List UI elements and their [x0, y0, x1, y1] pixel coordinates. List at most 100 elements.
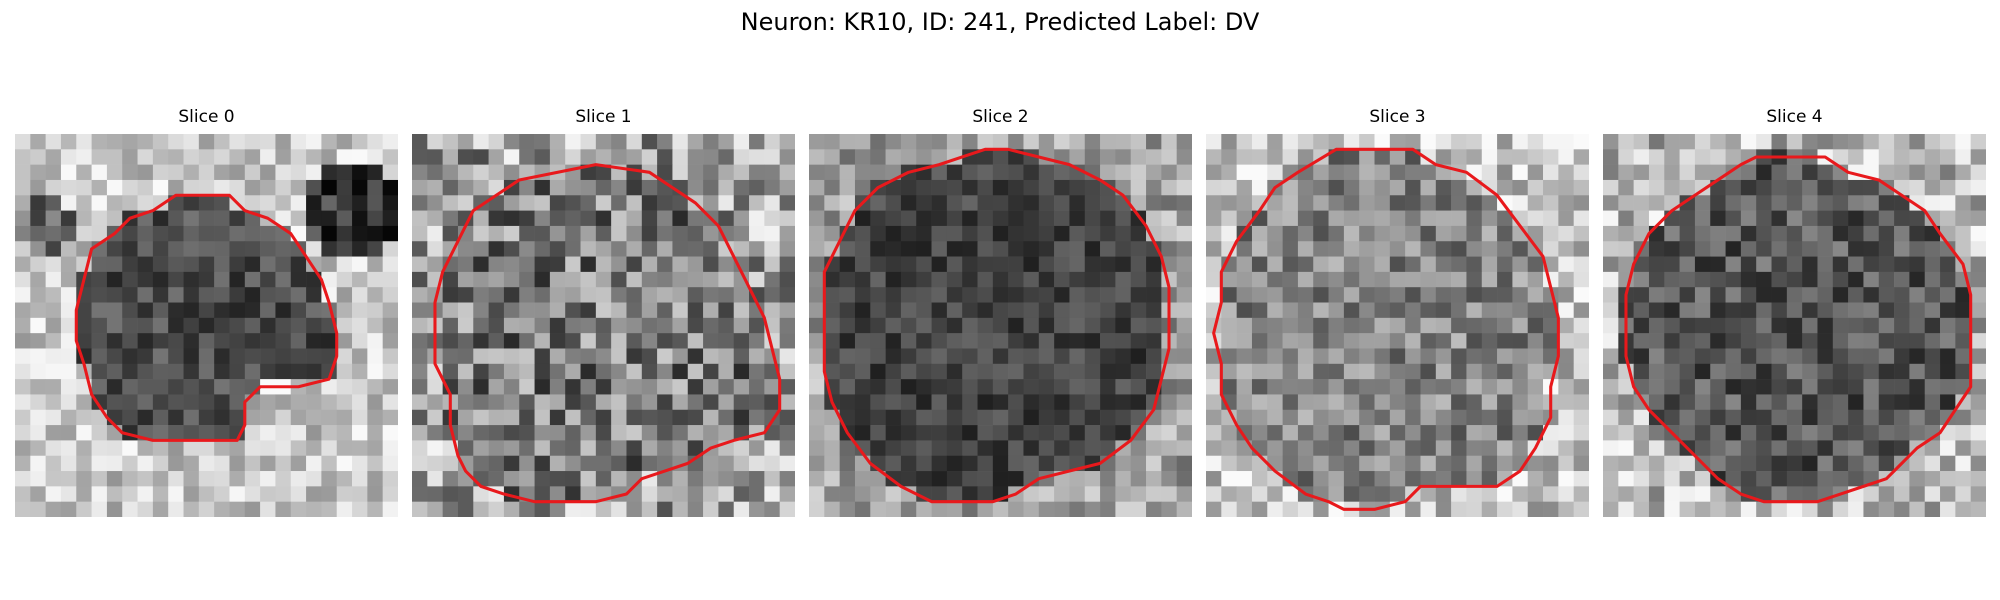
pixel — [1603, 195, 1619, 211]
pixel — [1787, 241, 1803, 257]
pixel — [245, 226, 261, 242]
pixel — [657, 425, 673, 441]
pixel — [1817, 303, 1833, 319]
pixel — [550, 425, 566, 441]
pixel — [1955, 471, 1971, 487]
pixel — [245, 287, 261, 303]
pixel — [275, 257, 291, 273]
pixel — [1329, 410, 1345, 426]
pixel — [1649, 456, 1665, 472]
pixel — [291, 195, 307, 211]
pixel — [1955, 195, 1971, 211]
pixel — [596, 241, 612, 257]
pixel — [1054, 165, 1070, 181]
pixel — [1131, 318, 1147, 334]
pixel — [427, 410, 443, 426]
pixel — [306, 425, 322, 441]
pixel — [1252, 410, 1268, 426]
pixel — [214, 165, 230, 181]
pixel — [993, 318, 1009, 334]
pixel — [916, 195, 932, 211]
pixel — [1039, 410, 1055, 426]
pixel — [1618, 134, 1634, 150]
pixel — [275, 195, 291, 211]
pixel — [412, 257, 428, 273]
pixel — [1344, 364, 1360, 380]
pixel — [1879, 318, 1895, 334]
pixel — [367, 394, 383, 410]
pixel — [1451, 379, 1467, 395]
pixel — [1146, 471, 1162, 487]
pixel — [1313, 241, 1329, 257]
pixel — [92, 486, 108, 502]
pixel — [245, 272, 261, 288]
pixel — [1543, 486, 1559, 502]
slice-image — [412, 134, 795, 517]
pixel — [1375, 165, 1391, 181]
pixel — [657, 134, 673, 150]
pixel — [1329, 348, 1345, 364]
pixel — [1741, 134, 1757, 150]
pixel — [107, 134, 123, 150]
pixel — [199, 272, 215, 288]
pixel — [260, 272, 276, 288]
pixel — [1634, 195, 1650, 211]
pixel — [1359, 149, 1375, 165]
pixel — [1283, 134, 1299, 150]
pixel — [1618, 394, 1634, 410]
pixel — [1451, 287, 1467, 303]
pixel — [1879, 456, 1895, 472]
pixel — [1574, 502, 1589, 517]
pixel — [367, 440, 383, 456]
pixel — [1787, 165, 1803, 181]
pixel — [138, 394, 154, 410]
pixel — [535, 394, 551, 410]
pixel — [764, 241, 780, 257]
pixel — [1466, 257, 1482, 273]
pixel — [565, 272, 581, 288]
pixel — [352, 195, 368, 211]
pixel — [1971, 272, 1986, 288]
pixel — [1741, 241, 1757, 257]
pixel — [1237, 165, 1253, 181]
pixel — [642, 394, 658, 410]
pixel — [1802, 486, 1818, 502]
pixel — [1558, 134, 1574, 150]
pixel — [657, 303, 673, 319]
pixel — [657, 364, 673, 380]
pixel — [688, 486, 704, 502]
pixel — [473, 226, 489, 242]
pixel — [245, 364, 261, 380]
pixel — [1695, 226, 1711, 242]
pixel — [1543, 318, 1559, 334]
pixel — [1863, 226, 1879, 242]
pixel — [916, 425, 932, 441]
pixel — [550, 303, 566, 319]
pixel — [1329, 257, 1345, 273]
pixel — [291, 303, 307, 319]
pixel — [1756, 272, 1772, 288]
pixel — [1894, 241, 1910, 257]
pixel — [840, 195, 856, 211]
pixel — [1069, 502, 1085, 517]
pixel — [1375, 318, 1391, 334]
pixel — [122, 180, 138, 196]
pixel — [107, 410, 123, 426]
pixel — [1618, 211, 1634, 227]
pixel — [504, 410, 520, 426]
pixel — [1375, 471, 1391, 487]
pixel — [1863, 456, 1879, 472]
pixel — [1817, 364, 1833, 380]
pixel — [535, 211, 551, 227]
pixel — [1574, 318, 1589, 334]
pixel — [688, 364, 704, 380]
pixel — [1695, 333, 1711, 349]
pixel — [1177, 149, 1192, 165]
pixel — [1313, 471, 1329, 487]
pixel — [1726, 272, 1742, 288]
pixel — [1879, 226, 1895, 242]
pixel — [1329, 394, 1345, 410]
pixel — [947, 195, 963, 211]
pixel — [1863, 149, 1879, 165]
pixel — [1543, 471, 1559, 487]
